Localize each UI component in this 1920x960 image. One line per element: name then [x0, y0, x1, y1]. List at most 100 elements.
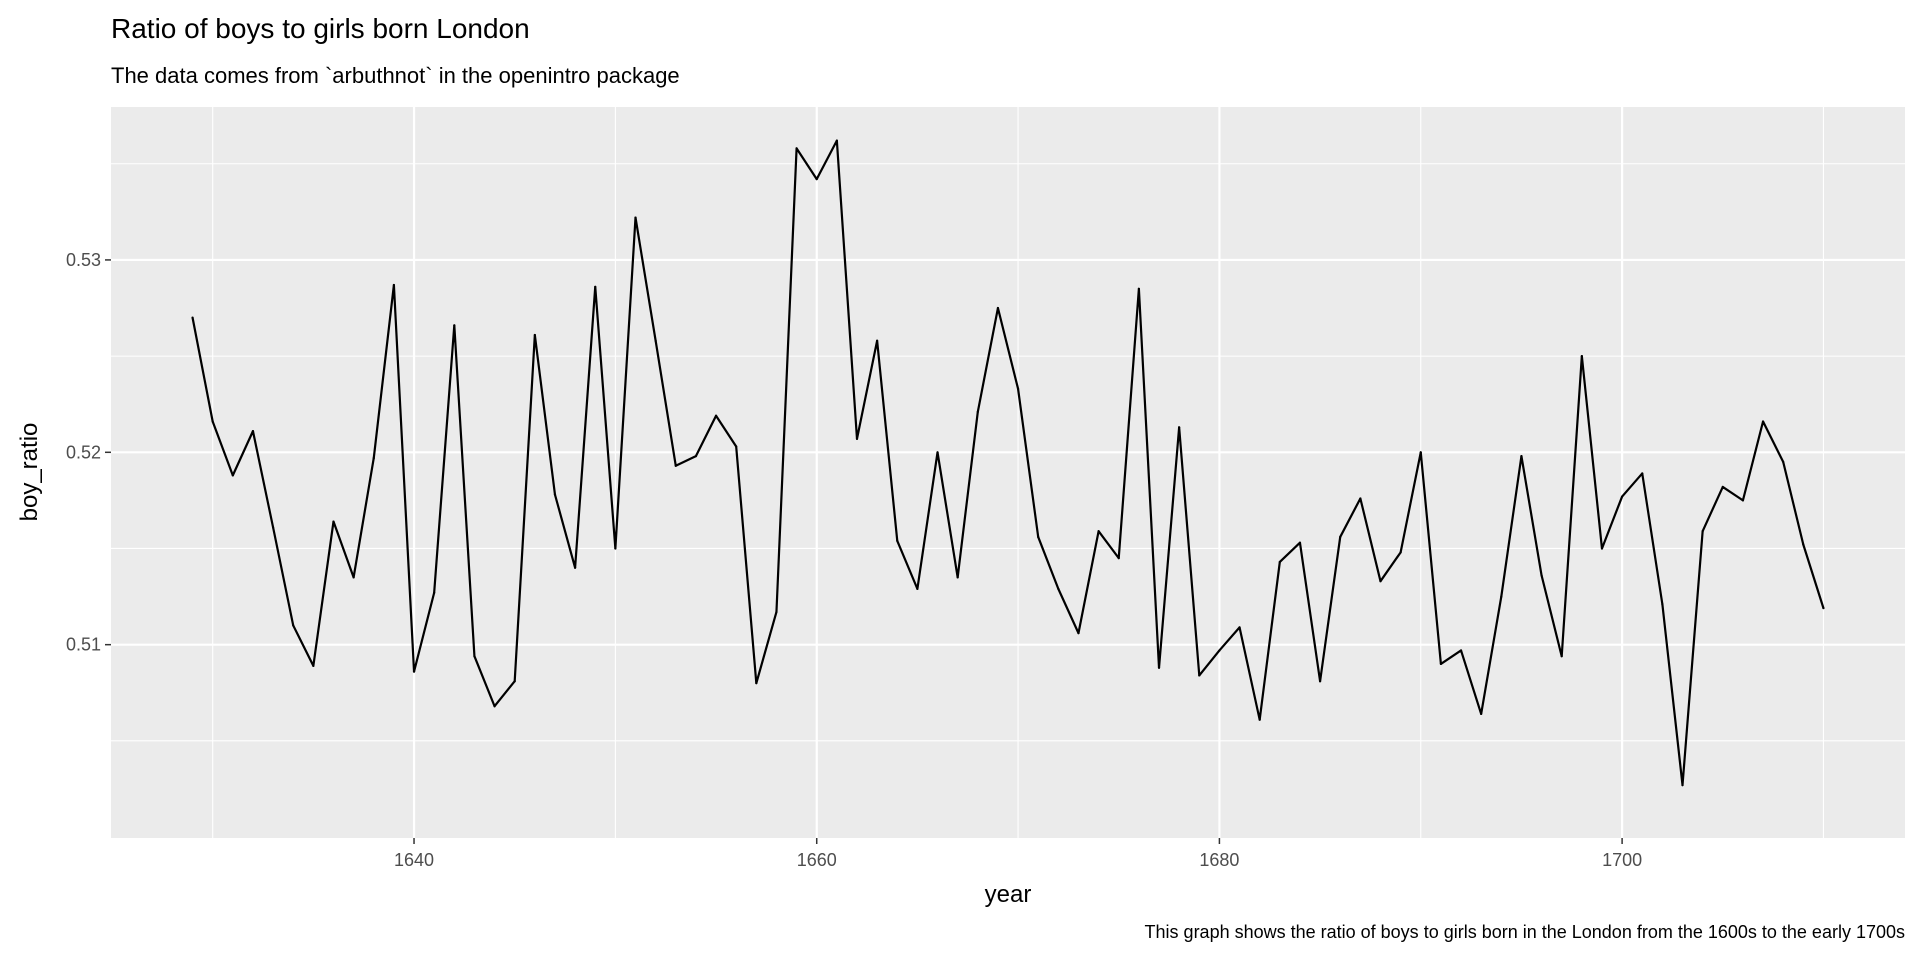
data-point	[1782, 460, 1785, 464]
data-point	[1318, 680, 1322, 683]
data-point	[896, 539, 899, 542]
data-point	[1117, 557, 1120, 560]
data-point	[956, 576, 959, 579]
data-point	[412, 670, 416, 673]
chart-subtitle: The data comes from `arbuthnot` in the o…	[111, 63, 680, 88]
data-point	[1137, 287, 1140, 290]
data-point	[1802, 543, 1805, 546]
data-point	[815, 178, 818, 181]
data-point	[191, 316, 194, 319]
data-point	[755, 682, 758, 685]
data-point	[674, 464, 677, 467]
major-gridlines	[111, 107, 1905, 838]
data-point	[876, 339, 879, 342]
plot-panel	[111, 107, 1905, 838]
data-point	[1379, 580, 1382, 583]
data-point	[1399, 551, 1402, 554]
x-axis-title: year	[985, 881, 1032, 908]
axis-ticks	[105, 259, 1623, 844]
data-point	[1641, 472, 1644, 475]
data-point	[654, 339, 657, 342]
data-point	[1057, 587, 1060, 590]
data-point	[1359, 497, 1362, 500]
data-point	[1419, 451, 1422, 454]
data-point	[1500, 595, 1503, 598]
data-point	[513, 680, 516, 683]
data-point	[493, 705, 496, 708]
data-point	[1037, 535, 1040, 539]
data-point	[1218, 649, 1221, 652]
data-point	[775, 610, 778, 614]
data-point	[976, 410, 979, 413]
data-point	[292, 624, 295, 627]
x-tick-label: 1660	[797, 850, 837, 870]
x-tick-label: 1640	[394, 850, 434, 870]
data-point	[251, 430, 255, 433]
data-point	[1097, 530, 1100, 533]
data-point	[1520, 455, 1523, 458]
data-point	[1540, 574, 1543, 577]
data-point	[211, 420, 214, 423]
data-point	[855, 437, 859, 440]
data-point	[1077, 632, 1080, 635]
y-tick-label: 0.51	[66, 635, 101, 655]
data-point	[1621, 495, 1624, 498]
data-point	[473, 655, 476, 658]
data-point	[574, 566, 577, 569]
data-point	[1761, 420, 1765, 423]
data-point	[553, 493, 557, 496]
data-point	[453, 324, 456, 327]
data-point	[1459, 649, 1463, 652]
y-axis-title: boy_ratio	[16, 423, 43, 522]
data-point	[1258, 718, 1261, 721]
data-point	[835, 139, 838, 142]
data-point	[372, 456, 375, 460]
data-point	[916, 587, 919, 590]
data-point	[714, 414, 718, 417]
data-point	[1157, 666, 1161, 669]
data-point	[1701, 530, 1704, 533]
data-point	[1741, 499, 1745, 502]
minor-gridlines	[111, 107, 1905, 838]
data-point	[1439, 662, 1442, 666]
data-point	[936, 451, 939, 454]
data-point	[533, 333, 536, 337]
data-point	[996, 306, 1000, 310]
data-point	[1198, 674, 1201, 677]
data-point	[795, 147, 798, 150]
data-points	[191, 139, 1825, 787]
data-point	[312, 664, 315, 667]
data-point	[614, 547, 617, 550]
chart-title: Ratio of boys to girls born London	[111, 13, 530, 44]
data-point	[1480, 712, 1483, 716]
y-tick-label: 0.53	[66, 250, 101, 270]
data-point	[1016, 387, 1020, 390]
chart-caption: This graph shows the ratio of boys to gi…	[1145, 922, 1905, 942]
data-point	[694, 455, 698, 458]
data-point	[1278, 560, 1281, 564]
axis-tick-labels: 1640 1660 1680 1700 0.51 0.52 0.53	[66, 250, 1642, 870]
data-point	[1822, 607, 1825, 610]
data-point	[332, 520, 335, 523]
data-point	[392, 283, 395, 287]
data-point	[271, 526, 275, 529]
data-point	[1298, 541, 1302, 544]
data-point	[1661, 603, 1664, 606]
data-point	[231, 474, 234, 477]
data-point	[634, 216, 637, 219]
data-point	[1721, 485, 1724, 489]
data-point	[1681, 784, 1684, 787]
data-point	[594, 285, 597, 288]
data-point	[1339, 535, 1342, 539]
x-tick-label: 1680	[1199, 850, 1239, 870]
data-point	[352, 576, 355, 579]
data-point	[735, 445, 738, 448]
data-point	[1580, 355, 1583, 358]
series-line	[191, 139, 1825, 787]
x-tick-label: 1700	[1602, 850, 1642, 870]
data-point	[433, 591, 436, 594]
data-point	[1560, 655, 1563, 658]
y-tick-label: 0.52	[66, 442, 101, 462]
data-point	[1600, 547, 1604, 550]
